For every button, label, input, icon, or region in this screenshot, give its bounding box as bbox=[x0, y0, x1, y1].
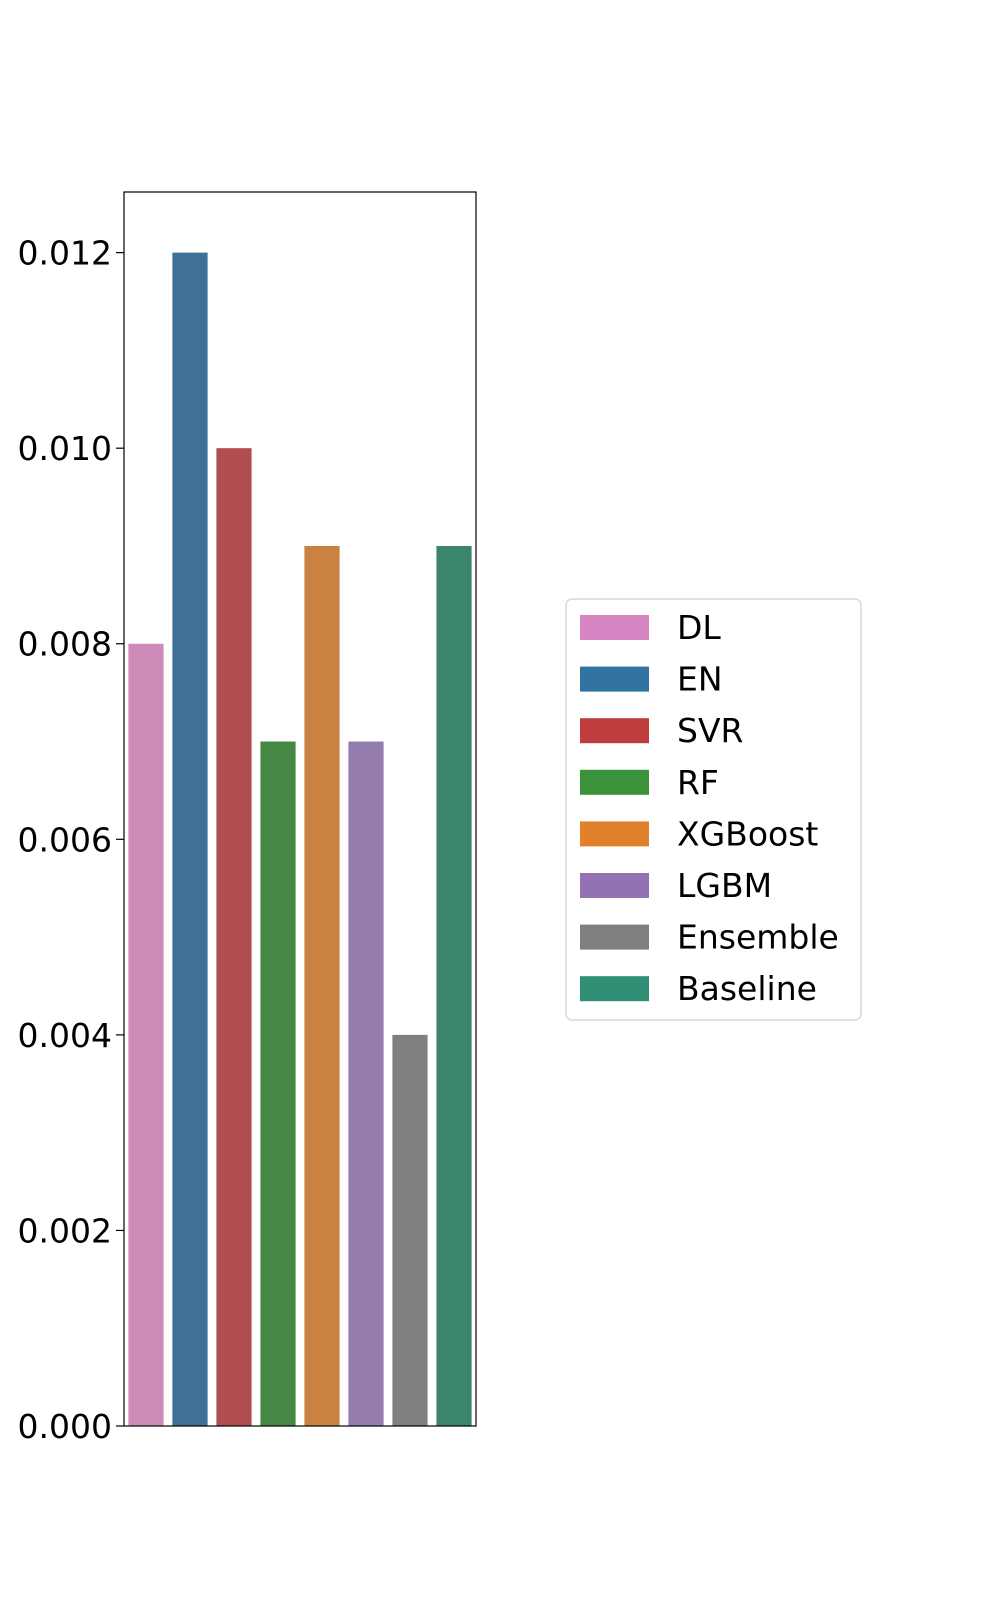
legend-swatch-baseline bbox=[580, 976, 649, 1002]
legend-swatch-ensemble bbox=[580, 924, 649, 950]
legend-swatch-lgbm bbox=[580, 873, 649, 898]
legend: DL EN SVR RF XGBoost LGBM Ensemble Baseline bbox=[565, 598, 862, 1021]
legend-label-rf: RF bbox=[677, 763, 719, 802]
legend-swatch-en bbox=[580, 666, 649, 692]
legend-label-xgboost: XGBoost bbox=[677, 814, 818, 853]
bar-en bbox=[172, 252, 208, 1427]
bar-ensemble bbox=[392, 1034, 428, 1426]
y-tick-label: 0.000 bbox=[18, 1407, 112, 1446]
bar-dl bbox=[128, 643, 164, 1426]
legend-label-ensemble: Ensemble bbox=[677, 918, 839, 957]
bar-lgbm bbox=[348, 741, 384, 1426]
y-tick-label: 0.004 bbox=[18, 1016, 112, 1055]
legend-frame bbox=[565, 598, 862, 1021]
legend-label-baseline: Baseline bbox=[677, 969, 817, 1008]
legend-label-dl: DL bbox=[677, 608, 721, 647]
legend-label-lgbm: LGBM bbox=[677, 866, 772, 905]
legend-label-en: EN bbox=[677, 660, 723, 699]
y-tick-label: 0.012 bbox=[18, 234, 112, 273]
y-axis-ticks: 0.000 0.002 0.004 0.006 0.008 0.010 0.012 bbox=[18, 234, 124, 1446]
bar-rf bbox=[260, 741, 296, 1426]
plot-frame bbox=[123, 191, 477, 1427]
bars-group bbox=[128, 252, 472, 1427]
bar-xgboost bbox=[304, 545, 340, 1426]
bar-baseline bbox=[436, 545, 472, 1426]
legend-swatch-rf bbox=[580, 769, 649, 795]
legend-items: DL EN SVR RF XGBoost LGBM Ensemble Baseline bbox=[580, 608, 839, 1008]
legend-swatch-xgboost bbox=[580, 821, 649, 847]
y-tick-label: 0.008 bbox=[18, 625, 112, 664]
legend-swatch-dl bbox=[580, 615, 649, 640]
y-tick-label: 0.006 bbox=[18, 820, 112, 859]
legend-label-svr: SVR bbox=[677, 711, 743, 750]
y-tick-label: 0.002 bbox=[18, 1211, 112, 1250]
legend-swatch-svr bbox=[580, 718, 649, 744]
bar-svr bbox=[216, 448, 252, 1426]
y-tick-label: 0.010 bbox=[18, 429, 112, 468]
